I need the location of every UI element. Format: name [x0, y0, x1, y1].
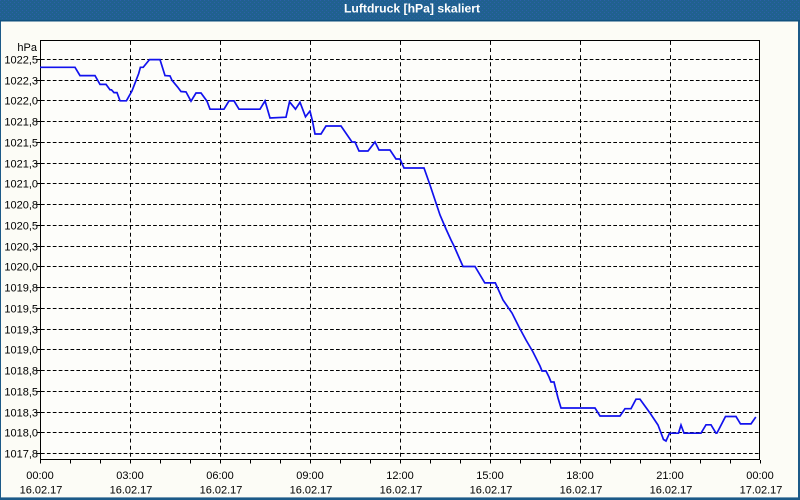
svg-text:16.02.17: 16.02.17	[110, 485, 153, 497]
svg-text:16.02.17: 16.02.17	[200, 485, 243, 497]
svg-text:21:00: 21:00	[656, 470, 684, 482]
svg-text:1020,0: 1020,0	[4, 262, 38, 274]
svg-text:1018,5: 1018,5	[4, 387, 38, 399]
svg-text:1019,0: 1019,0	[4, 345, 38, 357]
svg-text:00:00: 00:00	[26, 470, 54, 482]
svg-text:06:00: 06:00	[206, 470, 234, 482]
svg-text:1020,5: 1020,5	[4, 221, 38, 233]
svg-text:15:00: 15:00	[476, 470, 504, 482]
svg-text:1019,5: 1019,5	[4, 304, 38, 316]
svg-text:1018,3: 1018,3	[4, 408, 38, 420]
svg-text:1021,3: 1021,3	[4, 159, 38, 171]
svg-text:1018,8: 1018,8	[4, 366, 38, 378]
svg-text:1019,3: 1019,3	[4, 325, 38, 337]
svg-text:1017,8: 1017,8	[4, 449, 38, 461]
svg-text:1021,5: 1021,5	[4, 138, 38, 150]
svg-text:03:00: 03:00	[116, 470, 144, 482]
svg-text:hPa: hPa	[17, 42, 37, 54]
svg-text:1019,8: 1019,8	[4, 283, 38, 295]
svg-text:00:00: 00:00	[746, 470, 774, 482]
svg-text:1018,0: 1018,0	[4, 428, 38, 440]
svg-text:1021,8: 1021,8	[4, 117, 38, 129]
svg-text:16.02.17: 16.02.17	[20, 485, 63, 497]
svg-text:16.02.17: 16.02.17	[560, 485, 603, 497]
svg-text:16.02.17: 16.02.17	[290, 485, 333, 497]
svg-text:1022,5: 1022,5	[4, 55, 38, 67]
svg-text:16.02.17: 16.02.17	[650, 485, 693, 497]
svg-text:1020,8: 1020,8	[4, 200, 38, 212]
svg-text:16.02.17: 16.02.17	[380, 485, 423, 497]
svg-text:1022,0: 1022,0	[4, 96, 38, 108]
svg-text:16.02.17: 16.02.17	[470, 485, 513, 497]
svg-text:1022,3: 1022,3	[4, 76, 38, 88]
svg-text:18:00: 18:00	[566, 470, 594, 482]
svg-text:Luftdruck [hPa] skaliert: Luftdruck [hPa] skaliert	[344, 2, 480, 16]
svg-text:17.02.17: 17.02.17	[740, 485, 783, 497]
svg-text:1020,3: 1020,3	[4, 242, 38, 254]
svg-text:09:00: 09:00	[296, 470, 324, 482]
svg-text:1021,0: 1021,0	[4, 179, 38, 191]
svg-text:12:00: 12:00	[386, 470, 414, 482]
